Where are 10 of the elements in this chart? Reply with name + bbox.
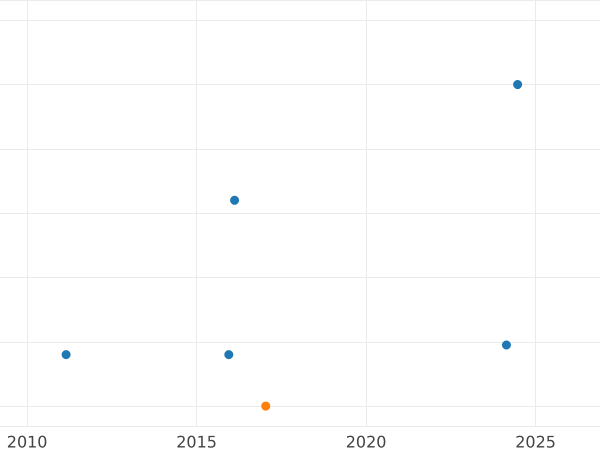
x-tick-label: 2025 — [515, 432, 556, 450]
point — [502, 340, 511, 350]
x-tick-label: 2015 — [176, 432, 217, 450]
point — [62, 350, 71, 360]
x-tick-label: 2010 — [6, 432, 48, 450]
point — [261, 402, 270, 411]
point — [224, 350, 234, 360]
x-tick-label: 2020 — [346, 432, 386, 450]
point — [230, 196, 240, 205]
point — [513, 80, 522, 90]
